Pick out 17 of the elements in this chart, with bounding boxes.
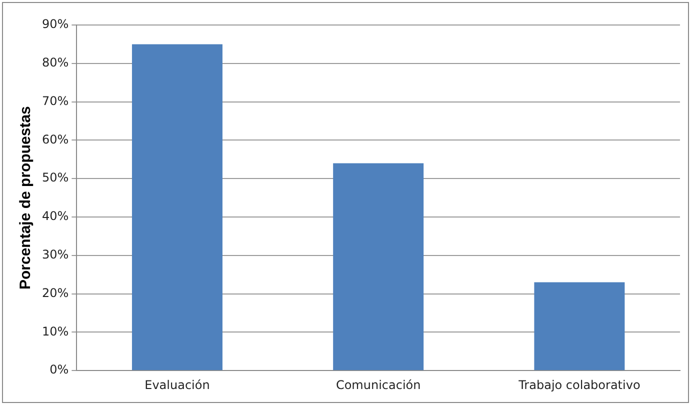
y-tick-label: 30% xyxy=(42,248,69,262)
x-tick-label: Evaluación xyxy=(144,378,210,392)
y-tick-label: 80% xyxy=(42,56,69,70)
y-axis-title: Porcentaje de propuestas xyxy=(17,106,34,290)
y-tick-label: 70% xyxy=(42,94,69,108)
y-tick-label: 20% xyxy=(42,286,69,300)
x-tick-label: Trabajo colaborativo xyxy=(518,378,640,392)
y-tick-label: 60% xyxy=(42,132,69,146)
y-tick-label: 40% xyxy=(42,209,69,224)
y-tick-label: 50% xyxy=(42,170,69,185)
bar xyxy=(132,44,222,370)
bar xyxy=(333,163,424,370)
y-tick-label: 0% xyxy=(50,362,69,377)
bar xyxy=(534,282,625,370)
y-tick-label: 90% xyxy=(42,17,69,32)
y-tick-label: 10% xyxy=(42,324,69,338)
x-tick-label: Comunicación xyxy=(336,378,421,392)
